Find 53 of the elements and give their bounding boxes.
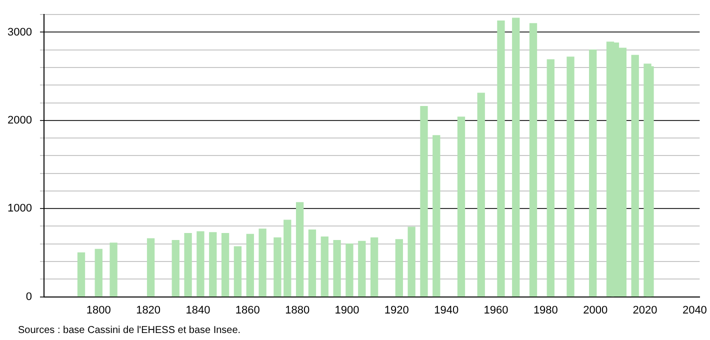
bar xyxy=(566,56,574,297)
x-tick-label: 1800 xyxy=(86,304,111,316)
bar xyxy=(184,232,192,297)
x-tick-label: 1840 xyxy=(186,304,210,316)
x-tick-label: 2040 xyxy=(682,304,707,316)
bar xyxy=(94,248,102,297)
bar xyxy=(146,238,155,297)
bar xyxy=(234,246,242,297)
bar xyxy=(457,116,466,297)
bar xyxy=(258,228,266,297)
source-note: Sources : base Cassini de l'EHESS et base Insee. xyxy=(18,325,241,336)
bar xyxy=(172,240,180,297)
bar xyxy=(196,231,204,297)
bar xyxy=(432,135,440,297)
x-tick-label: 1920 xyxy=(384,304,409,316)
bar xyxy=(77,252,86,297)
bar xyxy=(631,54,639,297)
bar xyxy=(512,18,520,297)
x-tick-label: 1960 xyxy=(484,304,508,316)
bar xyxy=(546,59,554,297)
bar xyxy=(308,229,316,297)
bar xyxy=(420,106,428,297)
x-tick-label: 2020 xyxy=(632,304,658,316)
x-tick-label: 1880 xyxy=(285,304,310,316)
x-tick-label: 1980 xyxy=(533,304,558,316)
bar xyxy=(333,240,341,297)
bar xyxy=(477,92,485,297)
y-tick-label: 2000 xyxy=(8,114,32,126)
x-tick-label: 1860 xyxy=(235,304,260,316)
x-tick-label: 1820 xyxy=(136,304,161,316)
bar xyxy=(346,244,354,297)
bar xyxy=(395,239,403,297)
bar xyxy=(284,220,292,297)
y-tick-label: 0 xyxy=(26,290,32,303)
bar xyxy=(320,236,328,297)
bar xyxy=(209,232,217,297)
bar xyxy=(110,242,118,297)
bar xyxy=(296,202,304,297)
x-tick-label: 1940 xyxy=(434,304,459,316)
bar xyxy=(646,66,654,297)
y-tick-label: 3000 xyxy=(8,26,32,38)
bar xyxy=(529,23,538,297)
bar xyxy=(370,237,378,297)
bar xyxy=(358,240,366,297)
bar xyxy=(589,50,597,297)
bar xyxy=(274,237,282,297)
x-tick-label: 1900 xyxy=(334,304,360,316)
x-tick-label: 2000 xyxy=(583,304,608,316)
bar xyxy=(497,20,505,297)
bar xyxy=(246,234,254,297)
bar xyxy=(408,226,416,297)
bar xyxy=(221,232,230,297)
y-tick-label: 1000 xyxy=(8,202,32,215)
